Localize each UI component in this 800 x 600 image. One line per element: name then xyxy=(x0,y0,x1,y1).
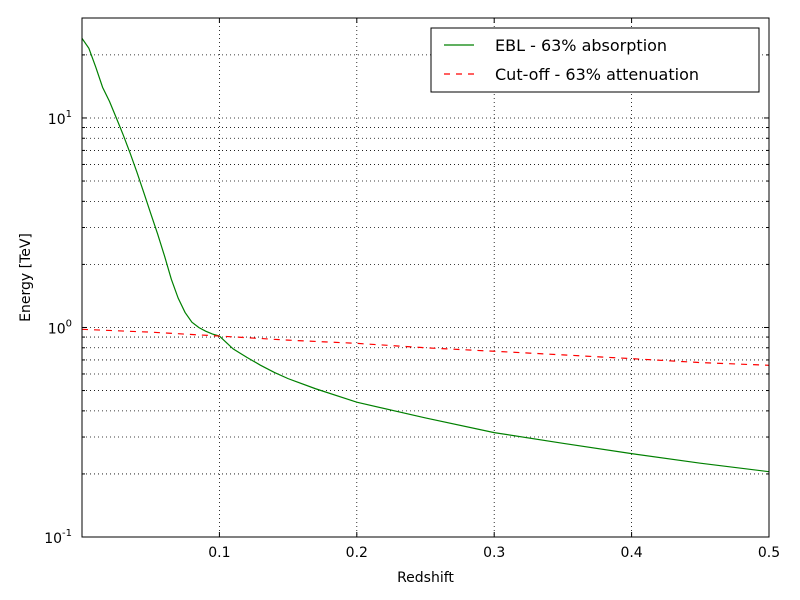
y-tick-label: 101 xyxy=(48,109,72,128)
y-axis-label: Energy [TeV] xyxy=(18,233,34,322)
legend-label-2: Cut-off - 63% attenuation xyxy=(495,65,699,84)
x-axis-label: Redshift xyxy=(397,570,454,586)
series-layer xyxy=(82,37,769,473)
x-tick-label: 0.2 xyxy=(346,545,368,561)
grid-layer xyxy=(82,18,769,537)
legend-box xyxy=(430,27,760,93)
plot-frame xyxy=(81,17,770,538)
x-tick-label: 0.1 xyxy=(208,545,230,561)
x-tick-label: 0.3 xyxy=(483,545,505,561)
legend-label-1: EBL - 63% absorption xyxy=(495,36,667,55)
x-tick-label: 0.4 xyxy=(620,545,642,561)
tick-layer: 0.1 0.2 0.3 0.4 0.5 10-1 100 101 xyxy=(44,17,780,561)
legend: EBL - 63% absorption Cut-off - 63% attenu… xyxy=(430,27,760,93)
y-tick-label: 100 xyxy=(48,318,72,337)
series-line-1 xyxy=(82,37,769,473)
x-tick-label: 0.5 xyxy=(758,545,780,561)
y-tick-label: 10-1 xyxy=(44,528,72,547)
